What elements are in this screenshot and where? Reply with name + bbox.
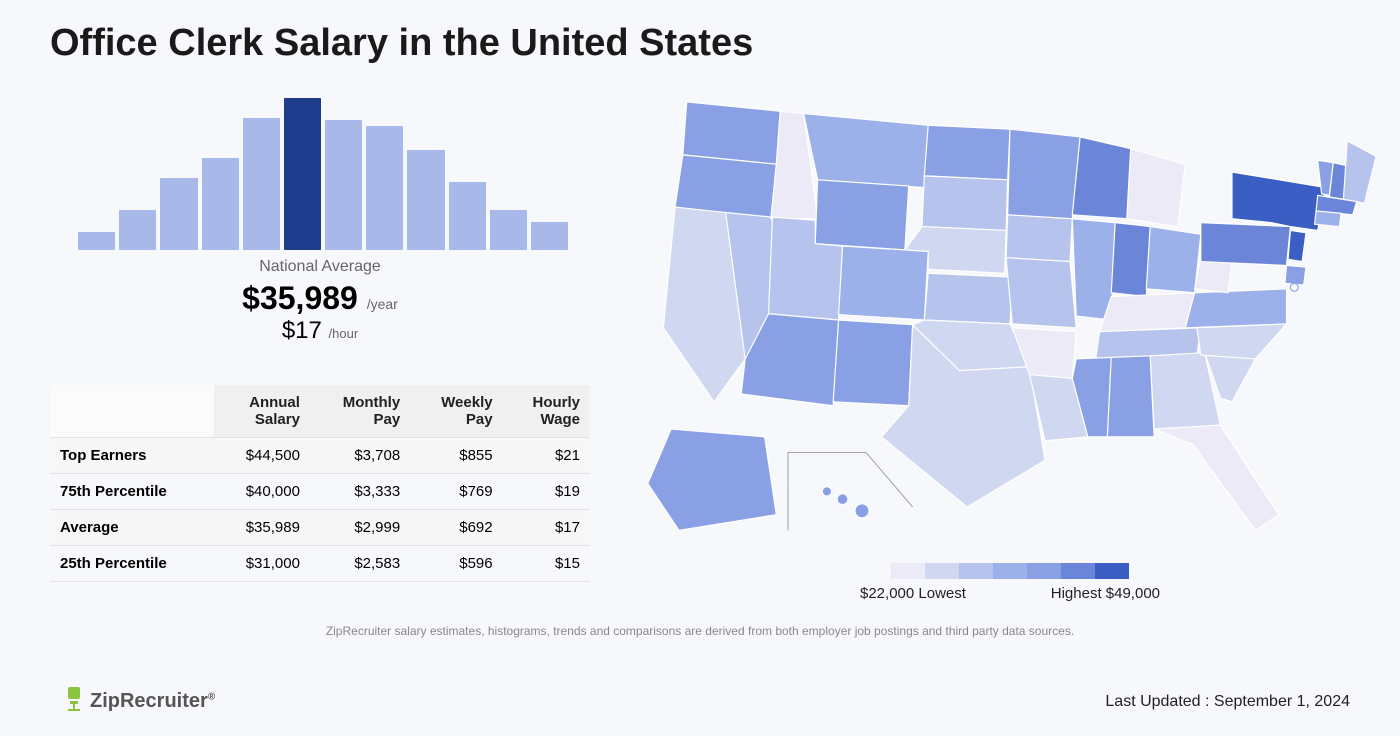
footnote: ZipRecruiter salary estimates, histogram… bbox=[0, 624, 1400, 638]
table-cell: $3,333 bbox=[310, 474, 410, 510]
histogram-bar bbox=[160, 178, 197, 250]
state-mi bbox=[1127, 149, 1185, 227]
legend-swatch bbox=[925, 563, 959, 579]
state-md bbox=[1285, 265, 1306, 284]
yearly-value: $35,989 bbox=[242, 280, 358, 316]
salary-table: AnnualSalaryMonthlyPayWeeklyPayHourlyWag… bbox=[50, 385, 590, 582]
state-wy bbox=[815, 180, 908, 250]
us-map bbox=[640, 85, 1380, 555]
table-cell: $17 bbox=[503, 510, 590, 546]
ziprecruiter-logo: ZipRecruiter® bbox=[62, 685, 215, 718]
histogram-bar bbox=[119, 210, 156, 250]
state-me bbox=[1343, 141, 1376, 203]
state-oh bbox=[1146, 227, 1201, 293]
histogram-bar bbox=[202, 158, 239, 250]
state-ks bbox=[924, 273, 1012, 324]
legend-swatch bbox=[1061, 563, 1095, 579]
state-va bbox=[1185, 289, 1286, 328]
yearly-unit: /year bbox=[367, 296, 398, 312]
state-hi-2 bbox=[837, 494, 848, 505]
national-average-hourly: $17 /hour bbox=[50, 317, 590, 345]
ak-inset-border bbox=[788, 452, 913, 530]
state-ia bbox=[1006, 215, 1072, 262]
state-mt bbox=[804, 114, 929, 188]
state-wa bbox=[683, 102, 780, 164]
state-nj bbox=[1288, 230, 1306, 261]
table-header: MonthlyPay bbox=[310, 385, 410, 438]
last-updated: Last Updated : September 1, 2024 bbox=[1105, 693, 1350, 711]
table-cell: $40,000 bbox=[214, 474, 310, 510]
national-average-yearly: $35,989 /year bbox=[50, 280, 590, 317]
hourly-unit: /hour bbox=[329, 326, 359, 341]
legend-low: $22,000 Lowest bbox=[860, 585, 966, 602]
histogram-bar bbox=[531, 222, 568, 250]
logo-text: ZipRecruiter bbox=[90, 690, 208, 712]
table-cell: Average bbox=[50, 510, 214, 546]
histogram-bar bbox=[449, 182, 486, 250]
state-hi-1 bbox=[822, 487, 831, 496]
histogram-bar bbox=[407, 150, 444, 250]
state-sd bbox=[922, 176, 1008, 231]
state-wi bbox=[1072, 137, 1130, 219]
table-cell: $3,708 bbox=[310, 438, 410, 474]
state-co bbox=[839, 246, 929, 320]
table-header: HourlyWage bbox=[503, 385, 590, 438]
table-header: WeeklyPay bbox=[410, 385, 502, 438]
table-header bbox=[50, 385, 214, 438]
table-row: Top Earners$44,500$3,708$855$21 bbox=[50, 438, 590, 474]
legend-swatch bbox=[1027, 563, 1061, 579]
state-mo bbox=[1006, 258, 1076, 328]
table-cell: $19 bbox=[503, 474, 590, 510]
table-cell: $855 bbox=[410, 438, 502, 474]
legend-swatch bbox=[959, 563, 993, 579]
table-row: Average$35,989$2,999$692$17 bbox=[50, 510, 590, 546]
table-cell: $21 bbox=[503, 438, 590, 474]
state-mn bbox=[1008, 129, 1080, 219]
table-row: 25th Percentile$31,000$2,583$596$15 bbox=[50, 546, 590, 582]
chair-icon bbox=[62, 685, 86, 718]
table-cell: $596 bbox=[410, 546, 502, 582]
table-header: AnnualSalary bbox=[214, 385, 310, 438]
state-fl bbox=[1154, 425, 1279, 530]
state-ny bbox=[1232, 172, 1325, 230]
table-cell: 25th Percentile bbox=[50, 546, 214, 582]
state-al bbox=[1107, 356, 1154, 437]
table-cell: $2,999 bbox=[310, 510, 410, 546]
histogram-bar bbox=[325, 120, 362, 250]
table-cell: $15 bbox=[503, 546, 590, 582]
histogram-bar bbox=[490, 210, 527, 250]
table-cell: $31,000 bbox=[214, 546, 310, 582]
histogram-bar bbox=[366, 126, 403, 250]
state-pa bbox=[1201, 223, 1291, 266]
table-cell: $692 bbox=[410, 510, 502, 546]
hourly-value: $17 bbox=[282, 317, 322, 344]
table-cell: $35,989 bbox=[214, 510, 310, 546]
table-cell: $44,500 bbox=[214, 438, 310, 474]
histogram-bar bbox=[284, 98, 321, 250]
legend-swatch bbox=[1095, 563, 1129, 579]
state-ak bbox=[648, 429, 777, 530]
table-cell: $2,583 bbox=[310, 546, 410, 582]
histogram-bar bbox=[78, 232, 115, 250]
table-row: 75th Percentile$40,000$3,333$769$19 bbox=[50, 474, 590, 510]
state-hi-3 bbox=[855, 504, 869, 518]
state-ky bbox=[1100, 293, 1195, 332]
salary-histogram bbox=[78, 85, 568, 250]
state-in bbox=[1111, 223, 1150, 297]
table-cell: Top Earners bbox=[50, 438, 214, 474]
state-ct bbox=[1315, 211, 1341, 227]
state-nm bbox=[833, 320, 912, 406]
legend-swatch bbox=[891, 563, 925, 579]
map-legend bbox=[640, 563, 1380, 579]
table-cell: $769 bbox=[410, 474, 502, 510]
page-title: Office Clerk Salary in the United States bbox=[0, 0, 1400, 65]
histogram-bar bbox=[243, 118, 280, 250]
state-dc bbox=[1290, 283, 1298, 291]
state-nd bbox=[924, 125, 1010, 180]
legend-high: Highest $49,000 bbox=[1051, 585, 1160, 602]
table-cell: 75th Percentile bbox=[50, 474, 214, 510]
legend-swatch bbox=[993, 563, 1027, 579]
national-average-label: National Average bbox=[50, 258, 590, 276]
state-nc bbox=[1197, 324, 1287, 359]
